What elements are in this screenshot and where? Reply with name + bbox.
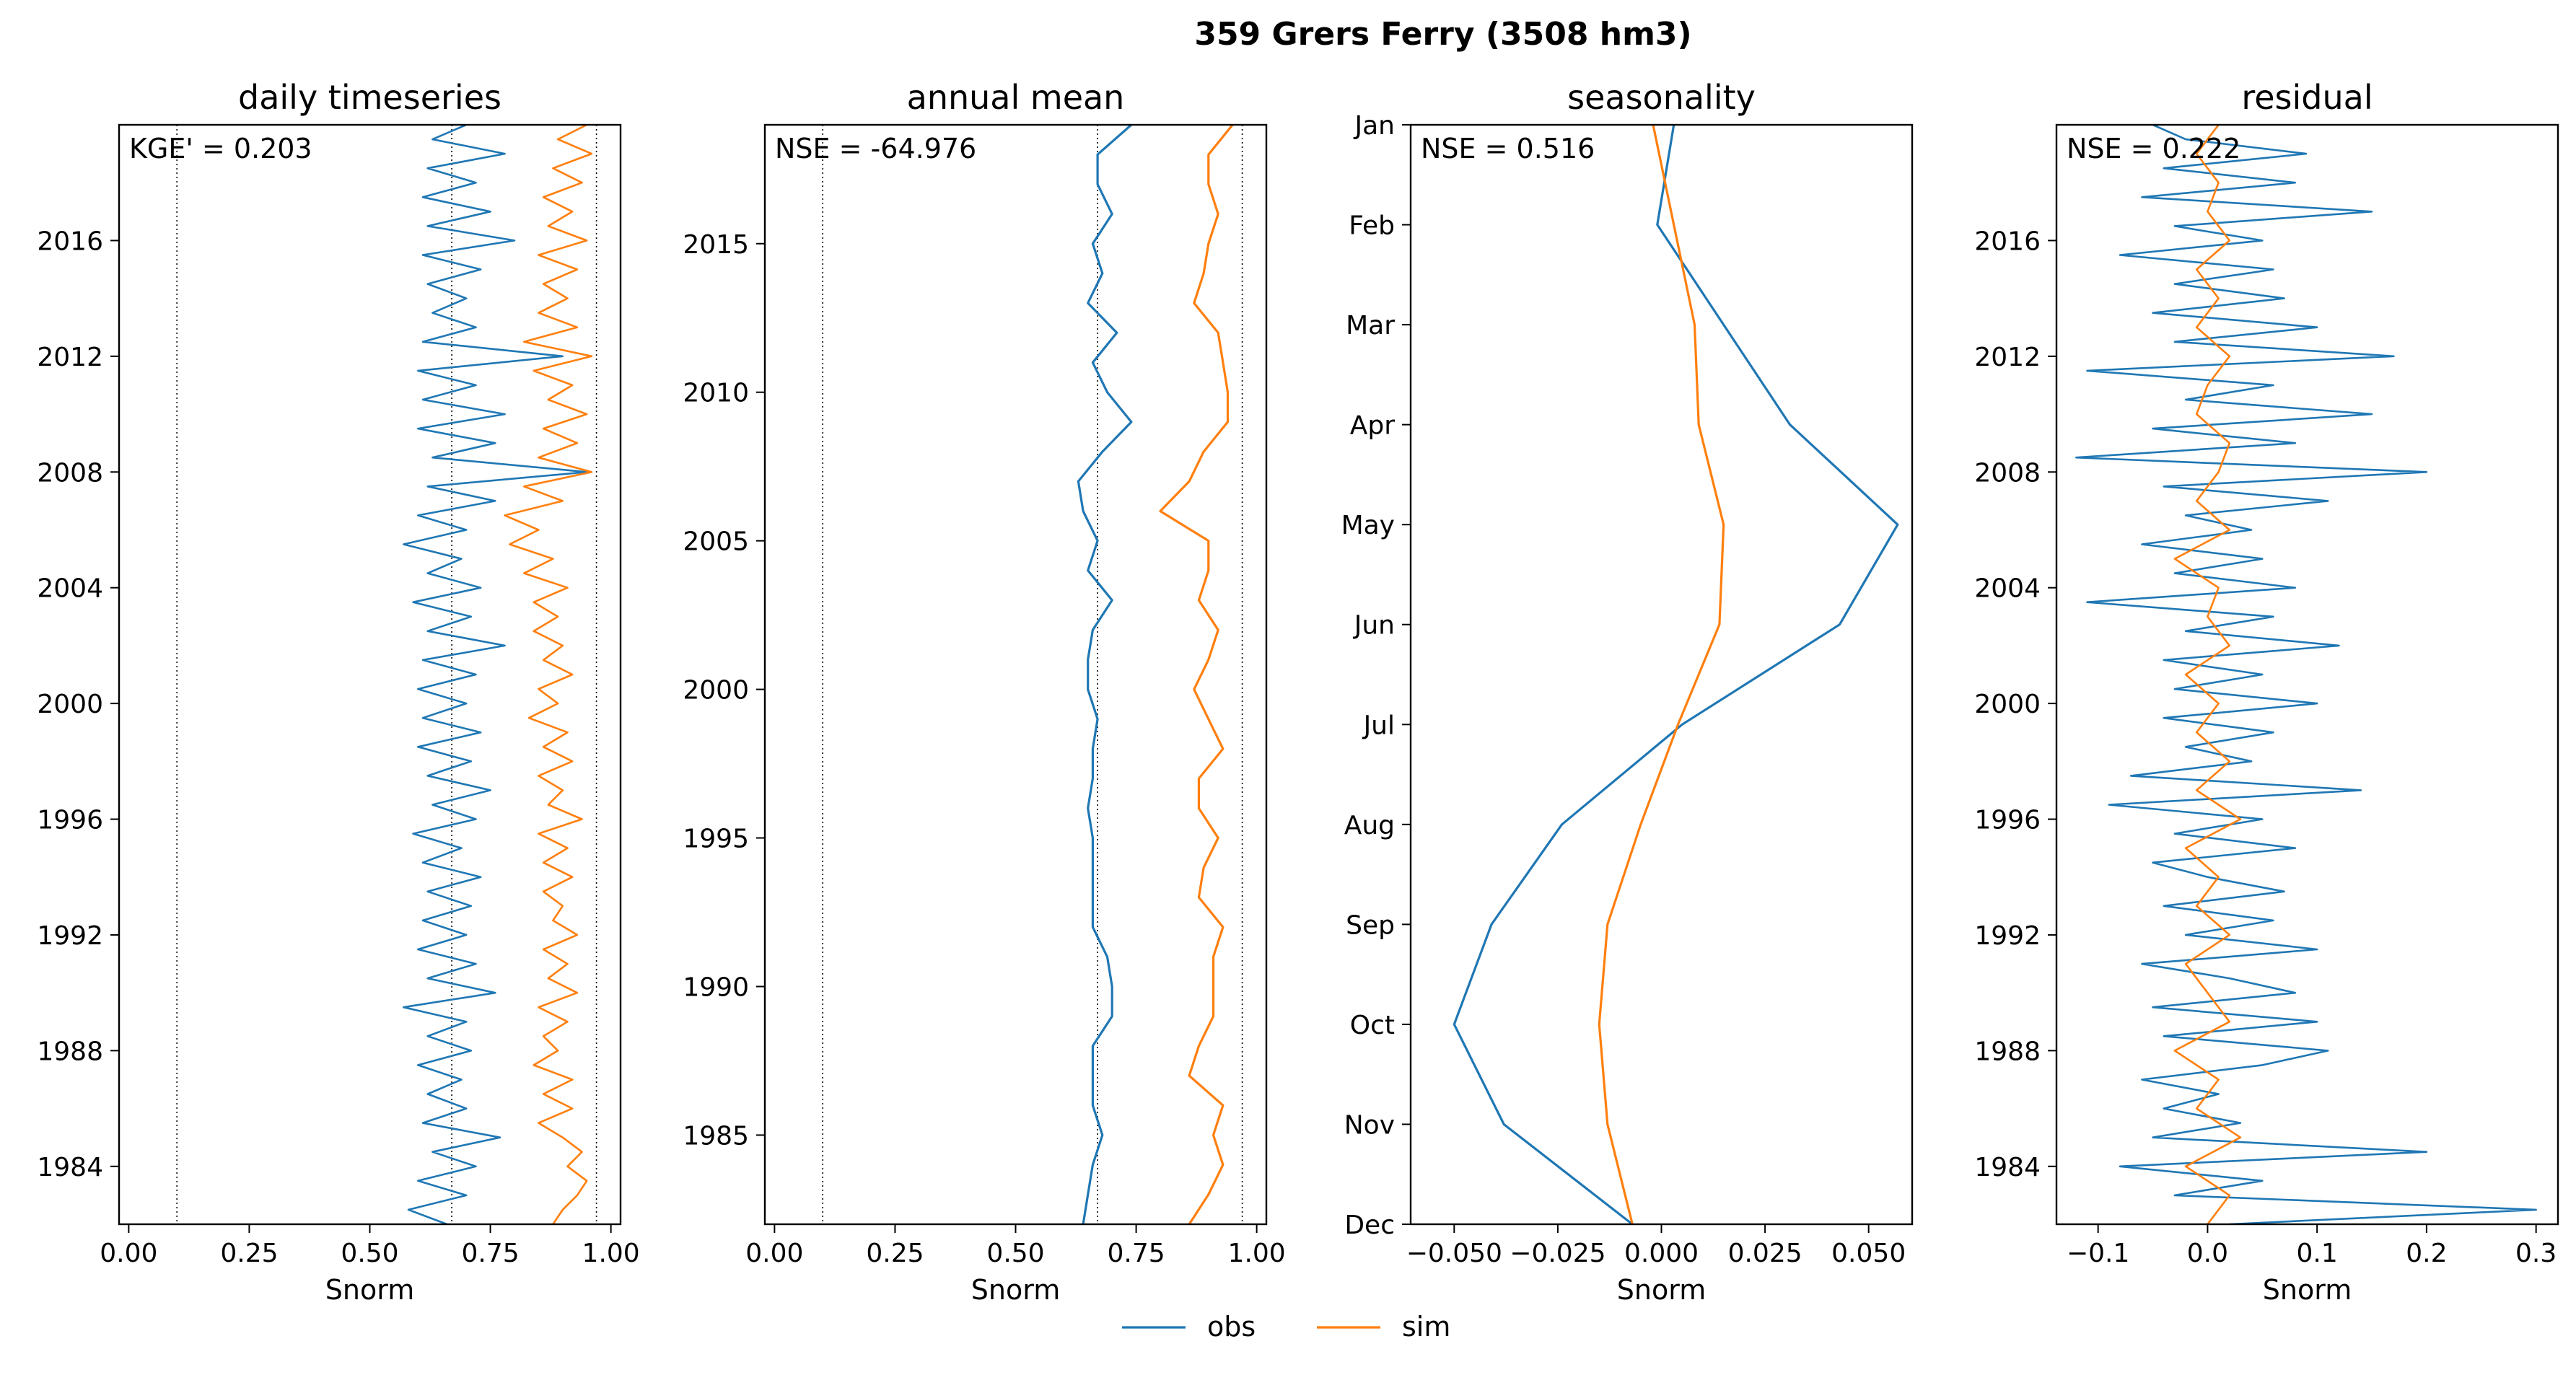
y-tick-label-annual-3: 2000 bbox=[683, 676, 749, 706]
panel-title-residual: residual bbox=[2241, 78, 2373, 117]
panel-annual: annual mean 0.00 0.25 0.50 0.75 1.00 1985 1990 1… bbox=[683, 78, 1285, 1306]
y-tick-label-daily-3: 1996 bbox=[37, 806, 103, 835]
panel-daily: daily timeseries 0.00 0.25 0.50 0.75 1.00 1984… bbox=[37, 78, 639, 1306]
panel-title-annual: annual mean bbox=[907, 78, 1125, 117]
y-tick-label-residual-5: 2004 bbox=[1974, 574, 2041, 604]
y-tick-label-seasonality-2: Mar bbox=[1346, 311, 1395, 341]
series-line-annual-obs bbox=[1077, 125, 1133, 1224]
y-tick-label-residual-6: 2008 bbox=[1974, 458, 2041, 488]
x-tick-label-seasonality-0: −0.050 bbox=[1406, 1239, 1502, 1268]
panel-residual: residual −0.1 0.0 0.1 0.2 0.3 1984 1988 1992 1996… bbox=[1974, 78, 2559, 1306]
panels-group: daily timeseries 0.00 0.25 0.50 0.75 1.00 1984… bbox=[37, 78, 2559, 1306]
legend-label-obs: obs bbox=[1207, 1311, 1256, 1343]
x-tick-label-residual-4: 0.3 bbox=[2515, 1239, 2557, 1268]
x-axis-label-seasonality: Snorm bbox=[1617, 1274, 1706, 1306]
y-tick-label-annual-2: 1995 bbox=[683, 825, 749, 854]
y-tick-label-annual-0: 1985 bbox=[683, 1121, 749, 1151]
y-tick-label-seasonality-5: Jun bbox=[1353, 611, 1395, 641]
legend: obs sim bbox=[1122, 1311, 1450, 1343]
x-tick-label-seasonality-3: 0.025 bbox=[1728, 1239, 1802, 1268]
y-tick-label-annual-5: 2010 bbox=[683, 379, 749, 408]
x-tick-label-residual-3: 0.2 bbox=[2406, 1239, 2447, 1268]
y-tick-label-daily-4: 2000 bbox=[37, 690, 103, 719]
x-tick-label-seasonality-2: 0.000 bbox=[1624, 1239, 1699, 1268]
x-tick-label-annual-4: 1.00 bbox=[1228, 1239, 1286, 1268]
x-tick-label-daily-1: 0.25 bbox=[220, 1239, 278, 1268]
stat-annotation-daily: KGE' = 0.203 bbox=[129, 133, 312, 164]
y-tick-label-seasonality-4: May bbox=[1341, 511, 1395, 540]
legend-label-sim: sim bbox=[1402, 1311, 1450, 1343]
y-tick-label-daily-6: 2008 bbox=[37, 458, 103, 488]
series-line-daily-sim bbox=[504, 125, 593, 1224]
x-tick-label-seasonality-4: 0.050 bbox=[1831, 1239, 1906, 1268]
x-tick-label-seasonality-1: −0.025 bbox=[1510, 1239, 1605, 1268]
y-tick-label-daily-5: 2004 bbox=[37, 574, 103, 604]
x-tick-label-annual-0: 0.00 bbox=[745, 1239, 803, 1268]
y-tick-label-seasonality-11: Dec bbox=[1344, 1211, 1395, 1240]
series-line-seasonality-sim bbox=[1598, 125, 1725, 1224]
y-tick-label-seasonality-3: Apr bbox=[1350, 411, 1395, 441]
x-tick-label-daily-4: 1.00 bbox=[582, 1239, 640, 1268]
x-tick-label-daily-3: 0.75 bbox=[461, 1239, 519, 1268]
y-tick-label-daily-1: 1988 bbox=[37, 1037, 103, 1066]
x-tick-label-annual-3: 0.75 bbox=[1107, 1239, 1165, 1268]
x-tick-label-residual-1: 0.0 bbox=[2187, 1239, 2228, 1268]
series-line-annual-sim bbox=[1159, 125, 1234, 1224]
figure-suptitle: 359 Grers Ferry (3508 hm3) bbox=[1194, 16, 1691, 53]
y-tick-label-annual-4: 2005 bbox=[683, 527, 749, 557]
series-line-residual-obs bbox=[2075, 125, 2537, 1224]
y-tick-label-residual-8: 2016 bbox=[1974, 227, 2041, 256]
stat-annotation-seasonality: NSE = 0.516 bbox=[1421, 133, 1595, 164]
panel-title-seasonality: seasonality bbox=[1567, 78, 1756, 117]
x-tick-label-residual-0: −0.1 bbox=[2067, 1239, 2129, 1268]
series-line-daily-obs bbox=[402, 125, 588, 1224]
y-tick-label-residual-7: 2012 bbox=[1974, 343, 2041, 372]
y-tick-label-residual-1: 1988 bbox=[1974, 1037, 2041, 1066]
y-tick-label-seasonality-7: Aug bbox=[1344, 811, 1395, 840]
axes-frame-residual bbox=[2055, 123, 2559, 1226]
y-tick-label-seasonality-8: Sep bbox=[1346, 910, 1395, 940]
stat-annotation-annual: NSE = -64.976 bbox=[775, 133, 976, 164]
y-tick-label-daily-7: 2012 bbox=[37, 343, 103, 372]
stat-annotation-residual: NSE = 0.222 bbox=[2067, 133, 2240, 164]
panel-seasonality: seasonality −0.050 −0.025 0.000 0.025 0.050 Ja… bbox=[1341, 78, 1914, 1306]
series-line-seasonality-obs bbox=[1453, 125, 1899, 1224]
x-tick-label-annual-2: 0.50 bbox=[986, 1239, 1044, 1268]
x-axis-label-residual: Snorm bbox=[2263, 1274, 2352, 1306]
y-tick-label-seasonality-0: Jan bbox=[1354, 111, 1396, 141]
y-tick-label-residual-2: 1992 bbox=[1974, 921, 2041, 951]
x-tick-label-daily-2: 0.50 bbox=[341, 1239, 398, 1268]
x-tick-label-annual-1: 0.25 bbox=[866, 1239, 924, 1268]
y-tick-label-seasonality-6: Jul bbox=[1362, 711, 1395, 740]
y-tick-label-annual-1: 1990 bbox=[683, 972, 749, 1002]
y-tick-label-daily-2: 1992 bbox=[37, 921, 103, 951]
x-axis-label-annual: Snorm bbox=[971, 1274, 1060, 1306]
y-tick-label-daily-8: 2016 bbox=[37, 227, 103, 256]
y-tick-label-seasonality-10: Nov bbox=[1344, 1110, 1395, 1140]
y-tick-label-residual-0: 1984 bbox=[1974, 1153, 2041, 1182]
y-tick-label-residual-4: 2000 bbox=[1974, 690, 2041, 719]
y-tick-label-residual-3: 1996 bbox=[1974, 806, 2041, 835]
x-axis-label-daily: Snorm bbox=[325, 1274, 414, 1306]
y-tick-label-seasonality-1: Feb bbox=[1349, 211, 1395, 241]
y-tick-label-annual-6: 2015 bbox=[683, 230, 749, 260]
y-tick-label-daily-0: 1984 bbox=[37, 1153, 103, 1182]
y-tick-label-seasonality-9: Oct bbox=[1350, 1011, 1395, 1040]
series-line-residual-sim bbox=[2173, 125, 2242, 1224]
panel-title-daily: daily timeseries bbox=[238, 78, 501, 117]
x-tick-label-daily-0: 0.00 bbox=[100, 1239, 157, 1268]
x-tick-label-residual-2: 0.1 bbox=[2297, 1239, 2338, 1268]
